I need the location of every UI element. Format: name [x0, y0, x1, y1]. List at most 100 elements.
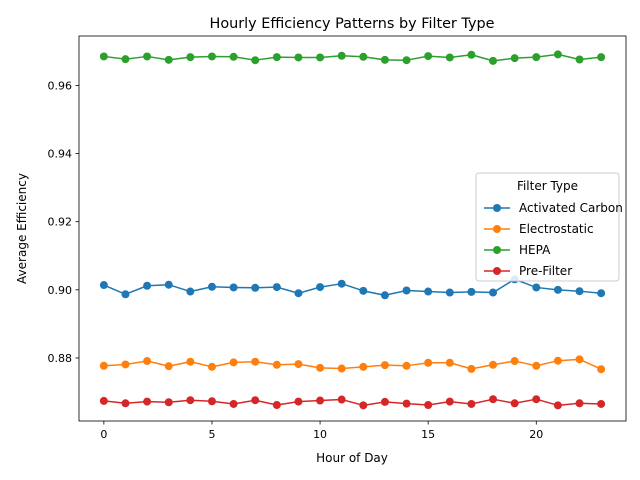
series-2-point — [186, 53, 195, 62]
series-1-point — [316, 363, 325, 372]
series-2-point — [229, 52, 238, 61]
legend-title: Filter Type — [517, 179, 578, 193]
series-1-point — [164, 362, 173, 371]
series-2-point — [380, 55, 389, 64]
x-tick-label: 15 — [421, 428, 435, 441]
y-axis: 0.88 0.90 0.92 0.94 0.96 — [48, 79, 79, 365]
series-2-point — [445, 53, 454, 62]
series-3-point — [316, 396, 325, 405]
series-0-point — [121, 290, 130, 299]
legend-swatch-marker — [493, 204, 501, 212]
series-1-point — [424, 358, 433, 367]
series-3-point — [402, 399, 411, 408]
series-0-point — [207, 282, 216, 291]
series-1-point — [99, 361, 108, 370]
series-1-point — [402, 361, 411, 370]
series-3-point — [207, 397, 216, 406]
series-1-point — [532, 361, 541, 370]
series-0-point — [294, 289, 303, 298]
series-3-point — [575, 399, 584, 408]
series-0-point — [337, 279, 346, 288]
series-2-point — [337, 51, 346, 60]
series-1-point — [467, 364, 476, 373]
legend-box — [475, 172, 620, 282]
series-3-point — [467, 399, 476, 408]
series-2-point — [597, 53, 606, 62]
series-0-point — [445, 288, 454, 297]
series-1-point — [143, 357, 152, 366]
series-3-point — [359, 401, 368, 410]
series-3-point — [532, 395, 541, 404]
series-0-point — [553, 285, 562, 294]
y-tick-label: 0.90 — [48, 284, 73, 297]
series-2-point — [164, 55, 173, 64]
series-2-point — [294, 53, 303, 62]
x-tick-label: 0 — [100, 428, 107, 441]
series-2-point — [251, 56, 260, 65]
series-0-point — [99, 281, 108, 290]
series-3-point — [99, 396, 108, 405]
y-tick-label: 0.88 — [48, 352, 73, 365]
series-1-point — [380, 361, 389, 370]
series-1-point — [121, 360, 130, 369]
series-1-point — [489, 360, 498, 369]
series-3-point — [121, 399, 130, 408]
series-2-point — [143, 52, 152, 61]
series-2-point — [402, 56, 411, 65]
legend-entry-label: Electrostatic — [519, 222, 594, 236]
series-0-point — [272, 283, 281, 292]
series-1-point — [251, 357, 260, 366]
series-3-point — [489, 395, 498, 404]
legend-entry-label: Pre-Filter — [519, 264, 572, 278]
legend-swatch-marker — [493, 225, 501, 233]
series-1-point — [445, 358, 454, 367]
series-0-point — [229, 283, 238, 292]
series-2-point — [121, 55, 130, 64]
series-3-point — [553, 401, 562, 410]
series-1-point — [597, 365, 606, 374]
legend-entry-label: HEPA — [519, 243, 551, 257]
legend: Filter Type Activated Carbon Electrostatic… — [475, 172, 623, 282]
series-3-point — [272, 400, 281, 409]
series-0-point — [164, 280, 173, 289]
series-layer — [99, 50, 606, 410]
x-tick-label: 10 — [313, 428, 327, 441]
series-0-point — [251, 283, 260, 292]
series-1-point — [337, 364, 346, 373]
chart-title: Hourly Efficiency Patterns by Filter Typ… — [210, 16, 495, 32]
series-1-point — [359, 362, 368, 371]
series-0-point — [489, 288, 498, 297]
legend-entry-label: Activated Carbon — [519, 201, 623, 215]
x-axis: 0 5 10 15 20 — [100, 421, 543, 441]
series-3-point — [424, 400, 433, 409]
series-3-point — [445, 397, 454, 406]
series-1-point — [575, 355, 584, 364]
series-1-point — [229, 358, 238, 367]
plot-frame — [78, 35, 627, 422]
series-2-point — [207, 52, 216, 61]
series-0-point — [532, 283, 541, 292]
series-1-point — [272, 360, 281, 369]
series-3-point — [251, 396, 260, 405]
series-2-point — [575, 55, 584, 64]
series-3-point — [186, 396, 195, 405]
series-0-point — [359, 286, 368, 295]
series-0-point — [143, 281, 152, 290]
series-2-point — [553, 50, 562, 59]
series-2-point — [467, 50, 476, 59]
series-2-point — [99, 52, 108, 61]
series-3-point — [380, 397, 389, 406]
series-1-point — [207, 362, 216, 371]
series-0-point — [467, 287, 476, 296]
series-1-point — [553, 356, 562, 365]
series-0-point — [402, 286, 411, 295]
series-2-point — [532, 53, 541, 62]
series-3-point — [143, 397, 152, 406]
series-0-point — [575, 287, 584, 296]
y-axis-label: Average Efficiency — [15, 173, 29, 284]
series-3-point — [294, 397, 303, 406]
series-0-point — [424, 287, 433, 296]
series-0-point — [316, 283, 325, 292]
series-2-point — [359, 52, 368, 61]
